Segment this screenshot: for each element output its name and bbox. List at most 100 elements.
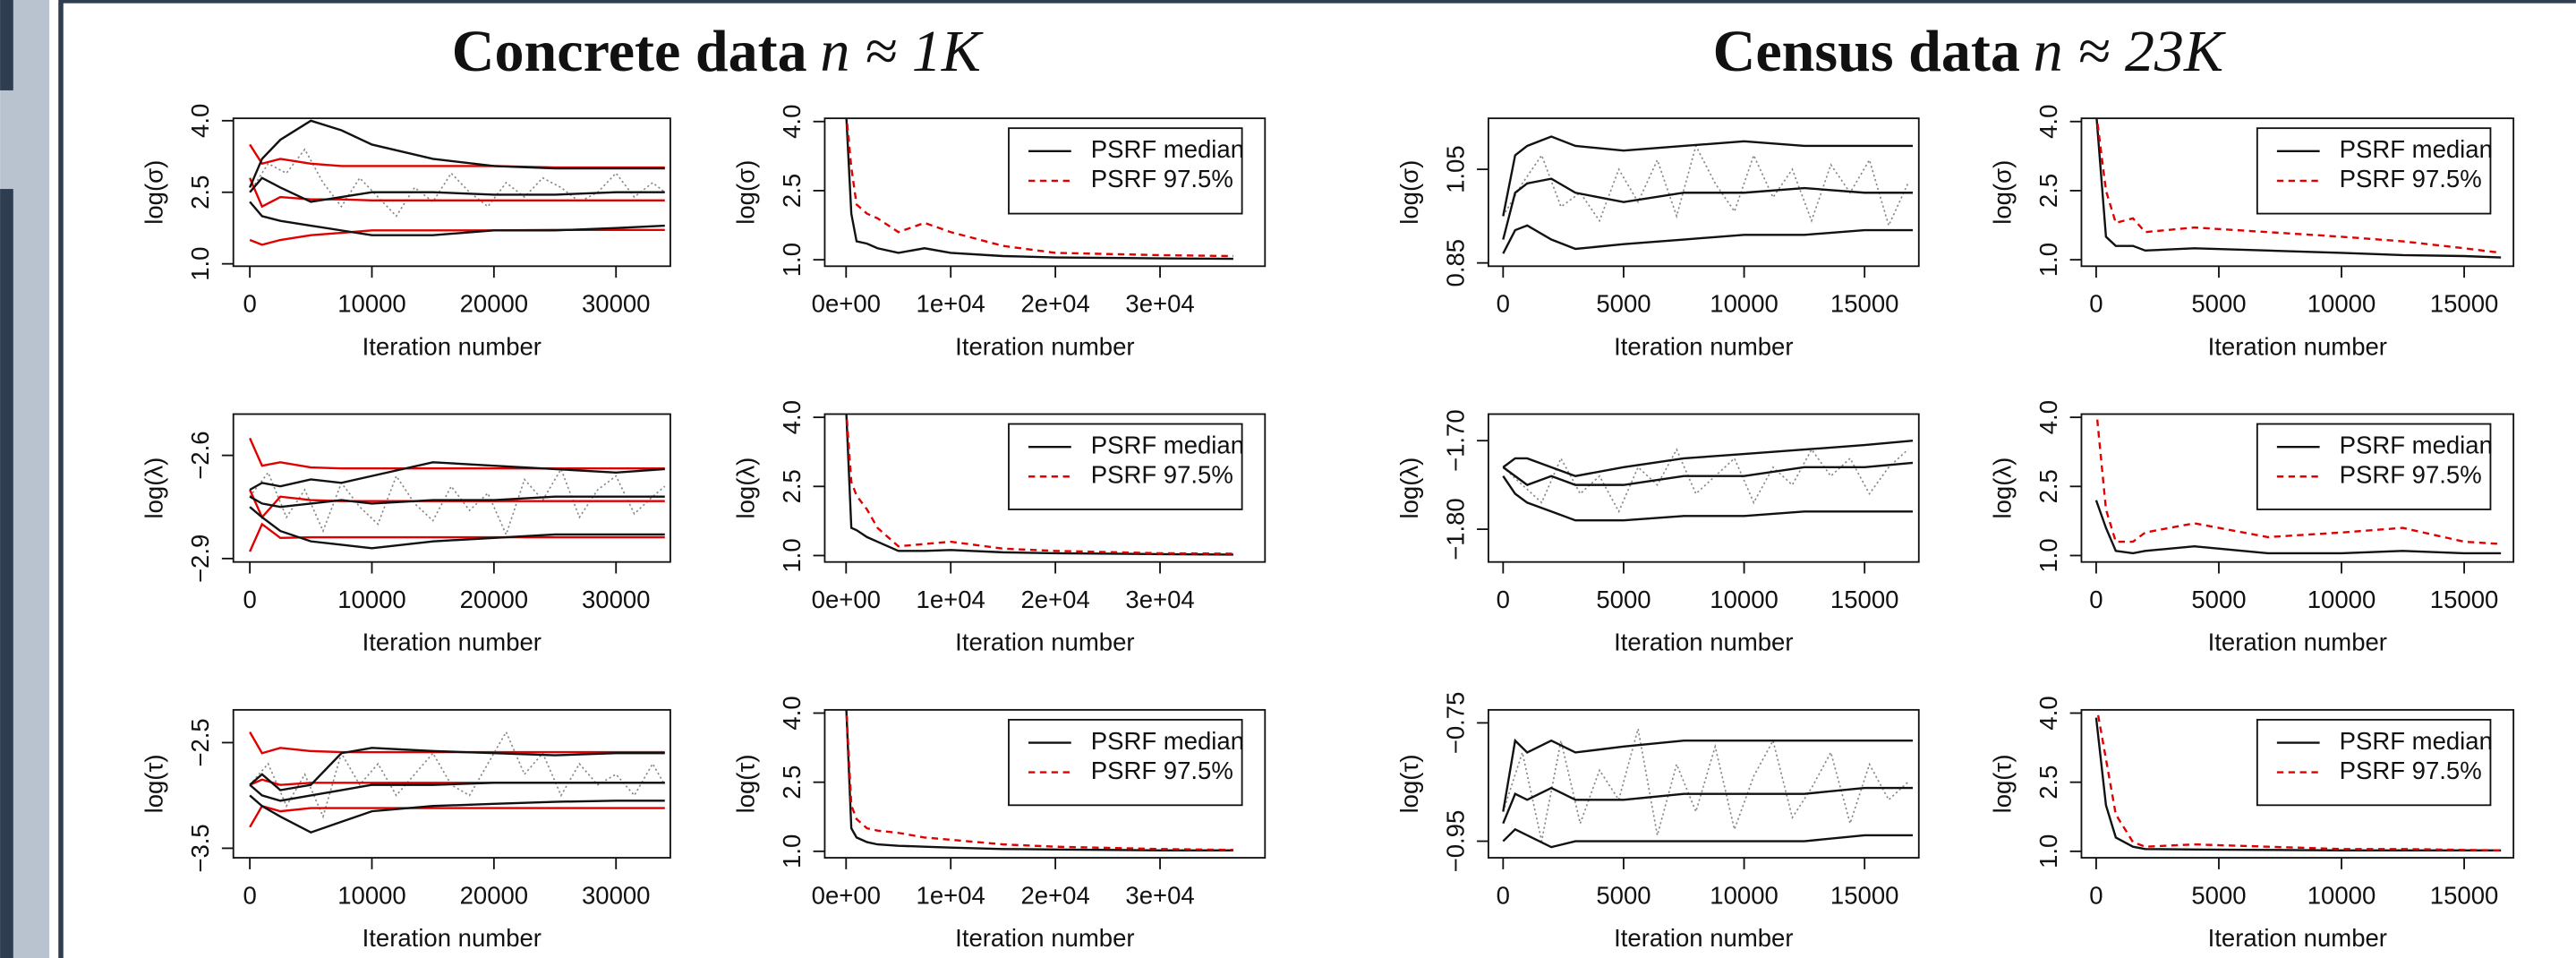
- y-tick-label: 4.0: [186, 104, 214, 138]
- x-tick-label: 5000: [2191, 586, 2246, 613]
- x-tick-label: 2e+04: [1020, 881, 1089, 909]
- legend-label: PSRF 97.5%: [1091, 757, 1233, 784]
- plot-area: [249, 119, 666, 246]
- plot-frame: [823, 708, 1267, 859]
- series-line: [249, 489, 665, 519]
- plot-area: [1502, 135, 1914, 254]
- x-tick-label: 3e+04: [1125, 881, 1194, 909]
- x-axis-label: Iteration number: [955, 629, 1134, 656]
- series-line: [249, 506, 665, 550]
- y-axis-label: log(σ): [141, 160, 168, 225]
- series-line: [1502, 738, 1914, 812]
- x-tick-label: 10000: [337, 881, 406, 909]
- y-tick-label: 1.0: [2034, 243, 2062, 277]
- chart: 0e+00 1e+04 2e+04 3e+04 1.0 2.5 4.0 Iteration n…: [731, 105, 1267, 360]
- side-block: [0, 0, 13, 90]
- chart: 0 10000 20000 30000 −3.5 −2.5 Iteration number…: [141, 708, 671, 952]
- series-line: [1502, 439, 1914, 477]
- legend-label: PSRF median: [1091, 135, 1244, 163]
- y-tick-label: 1.0: [2034, 538, 2062, 572]
- legend-box: [1008, 127, 1243, 215]
- y-tick-label: 4.0: [778, 105, 806, 139]
- y-axis-label: log(τ): [141, 754, 168, 813]
- x-tick-label: 20000: [460, 586, 529, 613]
- series-line: [1502, 224, 1914, 254]
- side-block: [0, 189, 13, 958]
- y-tick-label: 4.0: [2034, 696, 2062, 730]
- x-axis-label: Iteration number: [363, 332, 542, 360]
- x-tick-label: 2e+04: [1020, 586, 1089, 613]
- chart: 0 5000 10000 15000 1.0 2.5 4.0 Iteration number…: [1988, 696, 2515, 952]
- series-line: [249, 747, 665, 791]
- chart: 0 5000 10000 15000 −0.95 −0.75 Iteration numbe…: [1395, 692, 1920, 952]
- x-tick-label: 0: [243, 586, 256, 613]
- legend-box: [2256, 423, 2492, 510]
- x-tick-label: 15000: [2430, 290, 2499, 318]
- section-formula: n ≈ 1K: [820, 19, 983, 84]
- y-tick-label: 1.0: [2034, 834, 2062, 868]
- chart: 0 5000 10000 15000 −1.80 −1.70 Iteration numbe…: [1395, 409, 1920, 656]
- legend-label: PSRF 97.5%: [2340, 165, 2482, 192]
- y-axis-label: log(λ): [1395, 458, 1423, 519]
- x-axis-label: Iteration number: [955, 332, 1134, 360]
- y-tick-label: 2.5: [778, 766, 806, 800]
- x-tick-label: 3e+04: [1125, 586, 1194, 613]
- series-line: [2095, 709, 2502, 851]
- y-tick-label: 4.0: [2034, 105, 2062, 139]
- plot-frame: [232, 117, 671, 268]
- plot-area: [1502, 728, 1914, 849]
- y-tick-label: 1.0: [778, 538, 806, 572]
- y-tick-label: −2.9: [186, 535, 214, 583]
- series-line: [2095, 414, 2502, 545]
- chart: 0 10000 20000 30000 1.0 2.5 4.0 Iteration numbe…: [141, 104, 671, 360]
- series-line: [249, 176, 665, 203]
- series-line: [249, 148, 666, 218]
- plot-frame: [1487, 117, 1920, 268]
- x-tick-label: 10000: [1710, 881, 1778, 909]
- y-tick-label: 4.0: [2034, 400, 2062, 434]
- section-title: Concrete data n ≈ 1K: [452, 19, 984, 84]
- y-axis-label: log(τ): [1395, 754, 1423, 813]
- x-tick-label: 10000: [337, 586, 406, 613]
- legend-label: PSRF 97.5%: [2340, 757, 2482, 784]
- y-tick-label: −0.95: [1441, 810, 1469, 873]
- x-tick-label: 1e+04: [917, 881, 985, 909]
- series-line: [249, 467, 666, 537]
- x-tick-label: 5000: [1596, 586, 1651, 613]
- x-tick-label: 10000: [2307, 586, 2376, 613]
- x-tick-label: 20000: [460, 290, 529, 318]
- x-axis-label: Iteration number: [2208, 924, 2387, 952]
- legend-label: PSRF median: [2340, 727, 2493, 755]
- y-tick-label: 2.5: [778, 469, 806, 503]
- x-axis-label: Iteration number: [363, 924, 542, 952]
- plot-area: [2094, 709, 2502, 851]
- plot-frame: [1487, 708, 1920, 859]
- plot-frame: [1487, 413, 1920, 563]
- legend-label: PSRF 97.5%: [2340, 461, 2482, 489]
- x-tick-label: 20000: [460, 881, 529, 909]
- x-tick-label: 30000: [582, 290, 651, 318]
- x-axis-label: Iteration number: [1614, 924, 1793, 952]
- series-line: [2095, 118, 2502, 254]
- x-tick-label: 10000: [2307, 290, 2376, 318]
- x-tick-label: 0: [2089, 290, 2103, 318]
- y-tick-label: 0.85: [1441, 239, 1469, 287]
- series-line: [845, 414, 1233, 556]
- y-tick-label: 2.5: [2034, 766, 2062, 800]
- y-axis-label: log(σ): [1395, 160, 1423, 225]
- plot-area: [2095, 118, 2502, 259]
- plot-frame: [823, 117, 1267, 268]
- chart: 0e+00 1e+04 2e+04 3e+04 1.0 2.5 4.0 Iteration n…: [731, 696, 1267, 952]
- series-line: [249, 731, 665, 755]
- y-tick-label: 2.5: [2034, 469, 2062, 503]
- plot-frame: [2080, 117, 2515, 268]
- series-line: [1502, 827, 1914, 849]
- series-line: [845, 118, 1233, 258]
- x-axis-label: Iteration number: [363, 629, 542, 656]
- series-line: [249, 201, 665, 236]
